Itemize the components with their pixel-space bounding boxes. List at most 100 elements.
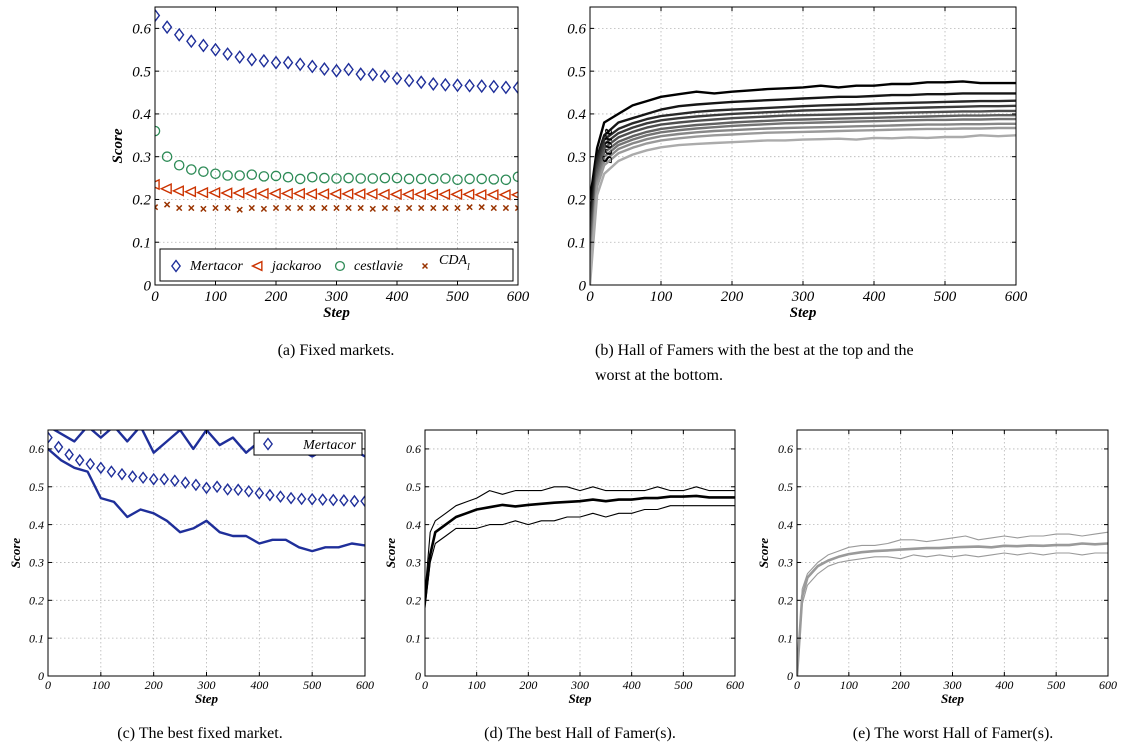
series-line xyxy=(590,134,1016,285)
data-point xyxy=(349,494,360,508)
data-point xyxy=(307,492,317,506)
data-point xyxy=(490,204,497,212)
data-point xyxy=(488,79,500,94)
data-point xyxy=(329,188,342,200)
y-tick-label: 0.1 xyxy=(29,631,44,645)
legend: Mertacor xyxy=(253,432,363,456)
data-point xyxy=(270,170,282,182)
x-tick-label: 0 xyxy=(794,678,800,692)
chart-d: 0 100 200 300 400 500 600 0 0.1 0.2 0.3 0.4 0.5 0.6 St… xyxy=(383,429,744,742)
data-point xyxy=(478,204,485,211)
data-point xyxy=(201,481,212,495)
data-point xyxy=(360,494,365,508)
data-point xyxy=(284,204,292,212)
data-point xyxy=(498,189,511,201)
y-tick-label: 0.1 xyxy=(567,235,586,251)
data-point xyxy=(48,431,53,444)
y-tick-label: 0.2 xyxy=(567,193,586,209)
data-point xyxy=(391,71,403,86)
data-point xyxy=(161,20,173,35)
x-axis-label: Step xyxy=(323,305,350,321)
x-tick-label: 600 xyxy=(1099,678,1117,692)
series-line xyxy=(590,80,1016,200)
data-point xyxy=(464,78,475,93)
x-tick-label: 200 xyxy=(892,678,910,692)
x-tick-label: 300 xyxy=(570,678,589,692)
data-point xyxy=(127,470,138,483)
data-point xyxy=(297,204,304,212)
data-point xyxy=(319,62,330,76)
data-point xyxy=(428,173,439,185)
data-point xyxy=(222,483,233,496)
y-tick-label: 0.3 xyxy=(406,556,421,570)
data-point xyxy=(403,73,415,88)
data-point xyxy=(381,204,389,212)
y-tick-label: 0.5 xyxy=(567,64,586,80)
x-tick-label: 0 xyxy=(422,678,428,692)
data-point xyxy=(353,188,366,200)
data-point xyxy=(415,75,427,90)
data-point xyxy=(173,27,185,42)
caption-line: (b) Hall of Famers with the best at the … xyxy=(595,342,914,359)
legend-label: cestlavie xyxy=(354,259,403,274)
legend-label: Mertacor xyxy=(302,438,356,453)
y-tick-label: 0.3 xyxy=(29,556,44,570)
y-tick-label: 0.4 xyxy=(406,518,421,532)
series-line xyxy=(590,109,1016,247)
series-line xyxy=(797,531,1108,676)
series-line xyxy=(797,542,1108,676)
chart-a: 0 100 200 300 400 500 600 0 0.1 0.2 0.3 0.4 0.5 0.6 St… xyxy=(110,6,530,359)
y-axis-label: Score xyxy=(756,538,771,569)
data-point xyxy=(476,173,487,185)
y-tick-label: 0.2 xyxy=(406,594,421,608)
data-point xyxy=(393,205,401,213)
data-point xyxy=(85,457,96,471)
data-point xyxy=(345,204,352,212)
series-line xyxy=(590,126,1016,277)
data-point xyxy=(170,474,180,488)
data-point xyxy=(248,204,255,212)
data-point xyxy=(307,59,318,74)
y-tick-label: 0 xyxy=(144,278,152,294)
x-tick-label: 300 xyxy=(791,289,815,305)
data-point xyxy=(224,204,231,212)
data-point xyxy=(379,69,391,84)
series-line xyxy=(590,104,1016,239)
y-tick-label: 0.6 xyxy=(567,22,586,38)
x-tick-label: 600 xyxy=(356,678,374,692)
data-point xyxy=(343,62,354,77)
data-point xyxy=(173,159,185,171)
data-point xyxy=(367,173,379,184)
caption: (c) The best fixed market. xyxy=(117,725,282,742)
x-axis-label: Step xyxy=(790,305,817,321)
x-tick-label: 100 xyxy=(468,678,486,692)
chart-e: 0 100 200 300 400 500 600 0 0.1 0.2 0.3 0.4 0.5 0.6 St… xyxy=(756,429,1117,742)
data-point xyxy=(222,47,233,62)
y-tick-label: 0.1 xyxy=(778,631,793,645)
data-point xyxy=(474,189,487,201)
data-point xyxy=(155,204,159,211)
x-tick-label: 500 xyxy=(934,289,957,305)
data-point xyxy=(282,55,294,70)
data-point xyxy=(212,480,222,494)
legend-marker xyxy=(421,262,429,270)
data-point xyxy=(74,453,85,467)
legend-label: Mertacor xyxy=(189,259,243,274)
y-tick-label: 0.1 xyxy=(132,235,151,251)
y-tick-label: 0 xyxy=(787,669,793,683)
caption: (e) The worst Hall of Famer(s). xyxy=(853,725,1054,742)
data-point xyxy=(413,188,426,201)
plot-area xyxy=(590,80,1016,285)
data-point xyxy=(282,171,294,183)
y-tick-label: 0.3 xyxy=(778,556,793,570)
data-point xyxy=(405,204,413,212)
data-point xyxy=(488,174,500,185)
data-point xyxy=(163,201,171,208)
data-point xyxy=(500,80,512,95)
x-tick-label: 500 xyxy=(674,678,692,692)
data-point xyxy=(355,173,366,184)
caption: (a) Fixed markets. xyxy=(278,342,395,359)
caption-line: (a) Fixed markets. xyxy=(278,342,395,359)
data-point xyxy=(454,204,461,212)
